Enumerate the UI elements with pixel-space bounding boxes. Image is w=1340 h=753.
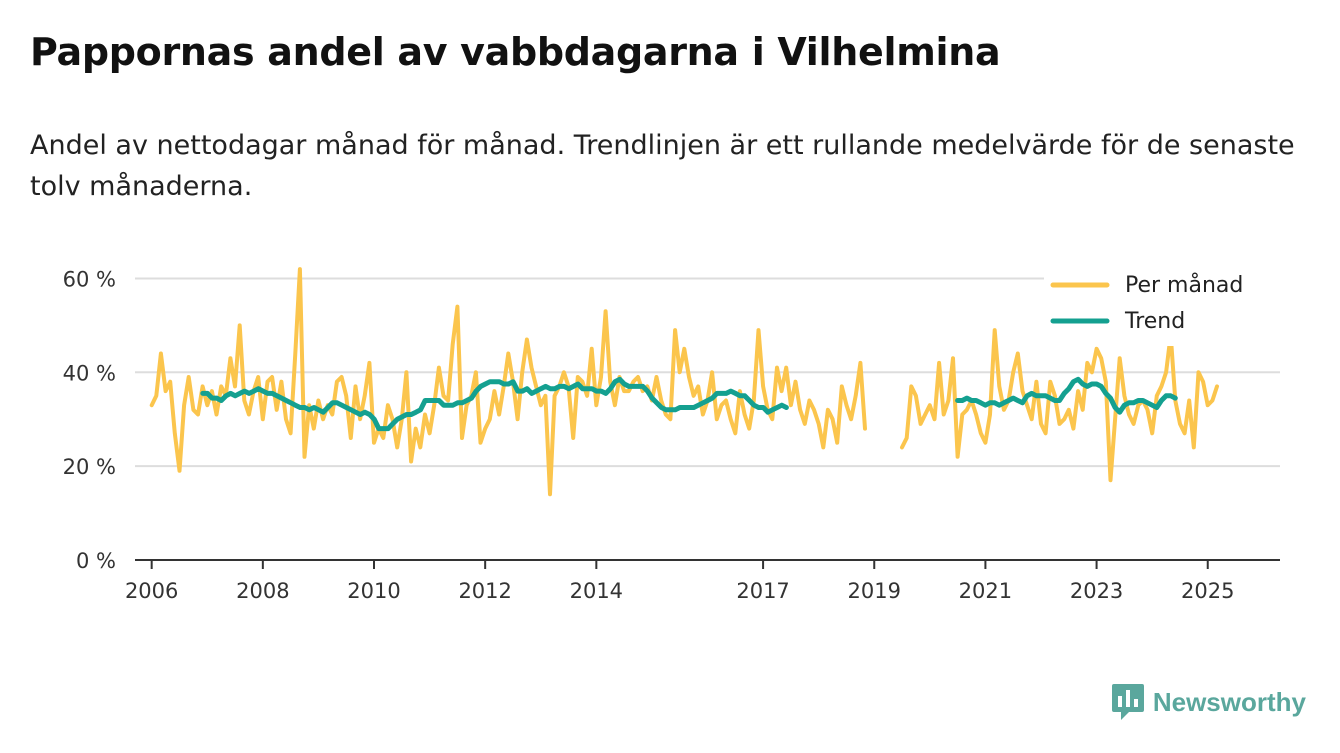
x-tick-label: 2025 xyxy=(1181,579,1234,603)
legend-label-trend: Trend xyxy=(1124,309,1185,334)
chart-subtitle: Andel av nettodagar månad för månad. Tre… xyxy=(30,130,1295,202)
legend: Per månad Trend xyxy=(1044,262,1282,346)
legend-background xyxy=(1044,262,1282,346)
newsworthy-logo: Newsworthy xyxy=(1111,683,1306,721)
x-tick-label: 2017 xyxy=(736,579,789,603)
y-tick-label: 40 % xyxy=(63,361,116,385)
x-tick-label: 2010 xyxy=(347,579,400,603)
x-tick-label: 2021 xyxy=(959,579,1012,603)
brand-name: Newsworthy xyxy=(1152,686,1306,717)
series-line-monthly xyxy=(149,267,867,497)
legend-label-monthly: Per månad xyxy=(1125,272,1243,298)
y-tick-label: 20 % xyxy=(63,455,116,479)
series-line-trend xyxy=(200,376,789,432)
x-tick-label: 2019 xyxy=(848,579,901,603)
x-tick-label: 2008 xyxy=(236,579,289,603)
x-tick-label: 2023 xyxy=(1070,579,1123,603)
series-line-trend xyxy=(955,376,1178,415)
x-tick-label: 2012 xyxy=(458,579,511,603)
series-lines xyxy=(149,267,1219,497)
x-tick-label: 2014 xyxy=(570,579,623,603)
series-line-monthly xyxy=(900,328,1219,483)
bar-chart-speech-bubble-icon xyxy=(1111,684,1144,720)
x-axis-ticks: 2006 2008 2010 2012 2014 2017 2019 2021 2023 2025 xyxy=(125,560,1234,603)
chart-title: Pappornas andel av vabbdagarna i Vilhelm… xyxy=(30,30,1001,74)
y-tick-label: 0 % xyxy=(76,549,116,573)
y-tick-label: 60 % xyxy=(63,267,116,291)
x-tick-label: 2006 xyxy=(125,579,178,603)
y-axis-ticks: 0 % 20 % 40 % 60 % xyxy=(63,267,116,573)
